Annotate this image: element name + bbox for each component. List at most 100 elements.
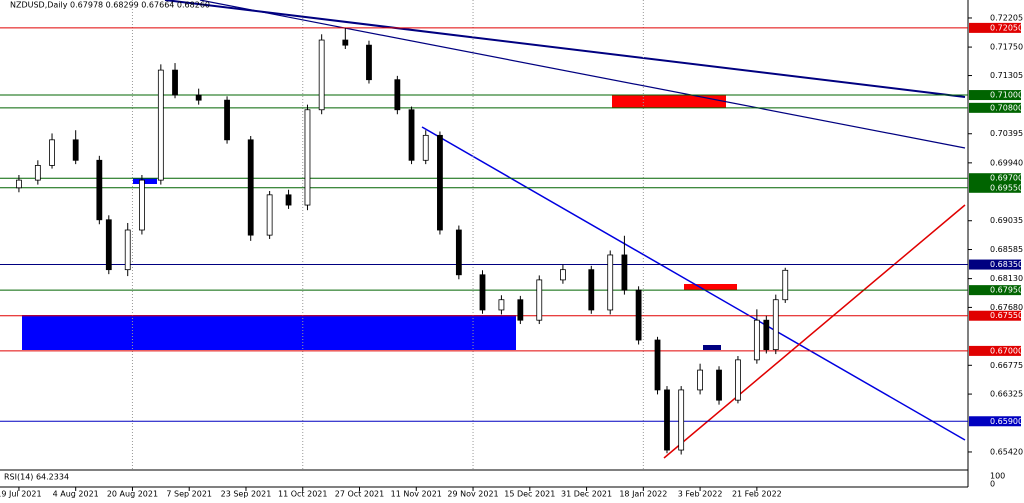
- y-tick-label: 0.71305: [990, 71, 1023, 80]
- x-tick-label: 18 Jan 2022: [619, 490, 667, 499]
- y-tick-label: 0.66325: [990, 390, 1023, 399]
- candle-body: [735, 359, 741, 401]
- x-tick-label: 11 Nov 2021: [391, 490, 442, 499]
- candle-body: [455, 229, 462, 276]
- candle-body: [479, 274, 486, 311]
- level-label: 0.70800: [990, 103, 1023, 112]
- candle-body: [224, 99, 230, 141]
- candle-body: [394, 79, 401, 111]
- level-label: 0.65900: [990, 417, 1023, 426]
- x-tick-label: 7 Sep 2021: [166, 490, 212, 499]
- level-badge: [969, 102, 1021, 113]
- candle-body: [654, 339, 661, 391]
- zone: [703, 345, 721, 350]
- x-tick-label: 27 Oct 2021: [335, 490, 384, 499]
- x-tick-label: 15 Dec 2021: [504, 490, 555, 499]
- candle-body: [304, 109, 311, 206]
- candle-body: [195, 94, 202, 101]
- y-tick-label: 0.68585: [990, 245, 1023, 254]
- candle-body: [49, 139, 55, 166]
- candle-body: [716, 369, 722, 401]
- x-tick-label: 3 Feb 2022: [678, 490, 723, 499]
- zone: [612, 95, 726, 108]
- candle-body: [96, 159, 103, 221]
- candle-body: [635, 289, 642, 341]
- candle-body: [588, 269, 595, 311]
- chart-title: NZDUSD,Daily 0.67978 0.68299 0.67664 0.6…: [10, 1, 210, 10]
- candle-body: [697, 369, 703, 391]
- candle-body: [678, 389, 685, 451]
- level-label: 0.69700: [990, 174, 1023, 183]
- candle-body: [517, 299, 524, 321]
- x-tick-label: 29 Nov 2021: [447, 490, 498, 499]
- level-label: 0.68350: [990, 260, 1023, 269]
- indicator-tick: 0: [990, 480, 995, 489]
- level-label: 0.69550: [990, 183, 1023, 192]
- candle-body: [422, 134, 429, 161]
- candle-body: [266, 194, 273, 236]
- y-tick-label: 0.72205: [990, 13, 1023, 22]
- level-badge: [969, 182, 1021, 193]
- x-tick-label: 11 Oct 2021: [278, 490, 327, 499]
- candle-body: [607, 254, 614, 311]
- candle-body: [753, 319, 760, 361]
- trend-line: [164, 0, 966, 98]
- y-tick-label: 0.67680: [990, 303, 1023, 312]
- level-label: 0.67550: [990, 311, 1023, 320]
- level-label: 0.72050: [990, 23, 1023, 32]
- candle-body: [34, 165, 41, 181]
- candle-body: [366, 44, 372, 81]
- candle-body: [782, 269, 789, 301]
- y-tick-label: 0.65420: [990, 447, 1023, 456]
- candle-body: [124, 229, 131, 271]
- y-tick-label: 0.69940: [990, 158, 1023, 167]
- candle-body: [498, 299, 505, 311]
- y-tick-label: 0.66775: [990, 361, 1023, 370]
- candle-body: [560, 269, 566, 281]
- candle-body: [621, 254, 628, 291]
- candle-body: [285, 194, 292, 206]
- trend-line: [663, 204, 966, 459]
- candle-body: [16, 179, 22, 189]
- candle-body: [408, 109, 415, 161]
- y-tick-label: 0.68130: [990, 274, 1023, 283]
- candle-body: [437, 134, 443, 231]
- candle-body: [247, 139, 254, 236]
- candle-body: [172, 69, 178, 96]
- level-badge: [969, 173, 1021, 184]
- y-tick-label: 0.71750: [990, 43, 1023, 52]
- candle-body: [536, 279, 543, 321]
- zone: [133, 178, 157, 184]
- x-tick-label: 19 Jul 2021: [0, 490, 42, 499]
- x-tick-label: 31 Dec 2021: [561, 490, 612, 499]
- level-label: 0.71000: [990, 91, 1023, 100]
- candle-body: [772, 299, 779, 351]
- annotations: [22, 0, 966, 459]
- candle-body: [72, 139, 79, 161]
- zone: [684, 284, 737, 290]
- level-badge: [969, 416, 1021, 427]
- level-badge: [969, 90, 1021, 101]
- level-badge: [969, 345, 1021, 356]
- zone: [22, 315, 516, 350]
- trend-line: [199, 0, 966, 149]
- candle-body: [157, 69, 164, 181]
- x-tick-label: 23 Sep 2021: [221, 490, 272, 499]
- level-badge: [969, 22, 1021, 33]
- candle-body: [318, 39, 325, 111]
- candle-body: [664, 389, 670, 451]
- indicator-tick: 100: [990, 472, 1005, 481]
- level-badge: [969, 259, 1021, 270]
- trend-line: [421, 126, 966, 441]
- candle-body: [763, 319, 770, 351]
- level-label: 0.67000: [990, 346, 1023, 355]
- y-tick-label: 0.70395: [990, 129, 1023, 138]
- y-tick-label: 0.69035: [990, 216, 1023, 225]
- candle-body: [139, 179, 145, 231]
- level-label: 0.67950: [990, 286, 1023, 295]
- x-tick-label: 20 Aug 2021: [107, 490, 158, 499]
- level-badge: [969, 310, 1021, 321]
- x-tick-label: 4 Aug 2021: [53, 490, 99, 499]
